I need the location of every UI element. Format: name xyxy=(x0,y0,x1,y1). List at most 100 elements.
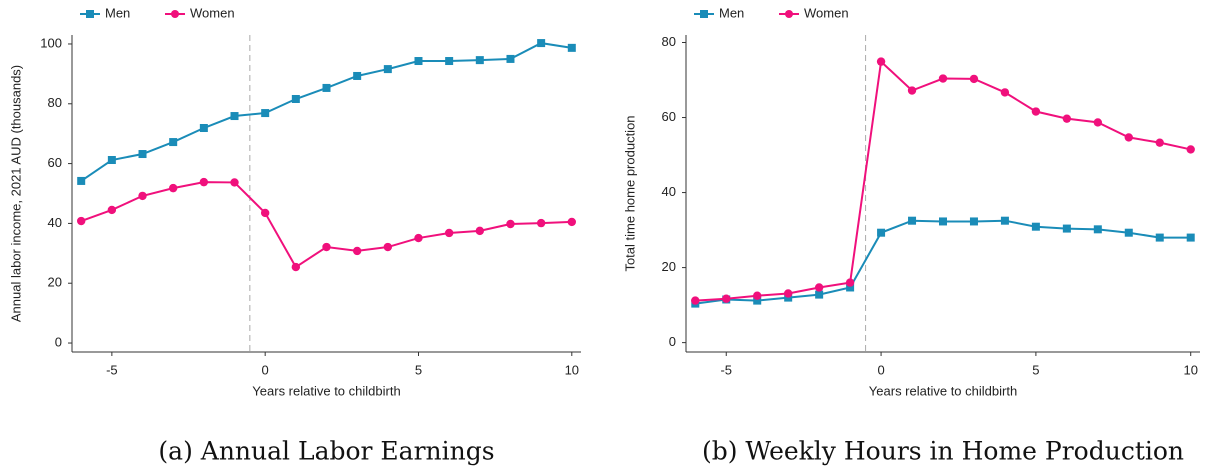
legend-marker xyxy=(171,10,179,18)
point xyxy=(907,86,917,95)
point xyxy=(1062,114,1072,123)
panel: 0 20 40 60 80 -5 0 5 10 Years relative to childbi… xyxy=(622,5,1200,466)
x-axis-label: Years relative to childbirth xyxy=(252,383,400,398)
legend-label: Men xyxy=(105,5,130,20)
point xyxy=(1062,224,1071,233)
y-tick-label: 100 xyxy=(40,35,62,50)
point xyxy=(969,217,978,226)
point xyxy=(1186,145,1195,154)
y-tick-label: 80 xyxy=(48,95,62,110)
series-line xyxy=(80,42,572,182)
point xyxy=(322,83,331,92)
point xyxy=(877,228,886,237)
point xyxy=(815,290,824,299)
point xyxy=(1031,222,1040,231)
point xyxy=(322,242,331,252)
x-tick-label: 5 xyxy=(1032,362,1039,377)
x-tick-label: 5 xyxy=(415,362,422,377)
legend-marker xyxy=(700,10,708,18)
series-line xyxy=(695,59,1191,302)
x-tick-label: 0 xyxy=(877,362,884,377)
point xyxy=(414,233,423,243)
point xyxy=(845,278,855,287)
point xyxy=(1000,88,1010,97)
point xyxy=(414,57,423,66)
point xyxy=(846,283,855,292)
y-tick-label: 60 xyxy=(48,155,62,170)
point xyxy=(445,57,454,66)
panel: 0 20 40 60 80 100 -5 0 5 10 Years relative to chil… xyxy=(8,5,581,466)
point xyxy=(199,177,209,187)
y-tick-label: 60 xyxy=(662,109,676,124)
y-axis-label: Total time home production xyxy=(622,115,637,271)
y-axis-label: Annual labor income, 2021 AUD (thousands… xyxy=(8,65,23,322)
y-tick-label: 40 xyxy=(48,215,62,230)
point xyxy=(1093,118,1103,127)
point xyxy=(107,156,116,165)
point xyxy=(567,217,577,227)
point xyxy=(1000,216,1009,225)
legend-label: Men xyxy=(719,5,744,20)
y-tick-label: 20 xyxy=(48,275,62,290)
point xyxy=(138,191,147,201)
point xyxy=(475,226,485,236)
point xyxy=(969,74,979,84)
point xyxy=(1155,138,1164,147)
point xyxy=(261,109,270,118)
caption: (b) Weekly Hours in Home Production xyxy=(702,437,1184,466)
point xyxy=(908,216,917,225)
point xyxy=(1155,233,1164,242)
point xyxy=(107,205,117,215)
point xyxy=(260,208,270,218)
point xyxy=(536,218,546,228)
point xyxy=(169,138,178,147)
point xyxy=(138,150,147,159)
series-line xyxy=(80,181,572,269)
point xyxy=(1031,107,1041,116)
point xyxy=(353,71,362,80)
point xyxy=(691,296,700,305)
legend-marker xyxy=(785,10,793,18)
x-tick-label: -5 xyxy=(720,362,732,377)
point xyxy=(1186,233,1195,242)
y-tick-label: 0 xyxy=(669,334,676,349)
point xyxy=(939,217,947,226)
point xyxy=(77,176,86,185)
point xyxy=(537,39,546,48)
point xyxy=(567,43,576,52)
point xyxy=(352,246,362,256)
legend-label: Women xyxy=(190,5,235,20)
legend-label: Women xyxy=(804,5,849,20)
y-tick-label: 80 xyxy=(662,34,676,49)
point xyxy=(291,94,300,103)
point xyxy=(444,228,454,238)
x-tick-label: 10 xyxy=(565,362,579,377)
point xyxy=(876,57,886,66)
point xyxy=(783,289,793,298)
series-line xyxy=(695,219,1191,305)
point xyxy=(76,216,86,226)
point xyxy=(475,56,484,65)
y-tick-label: 20 xyxy=(662,259,676,274)
x-axis-label: Years relative to childbirth xyxy=(869,383,1017,398)
point xyxy=(722,294,731,303)
caption: (a) Annual Labor Earnings xyxy=(158,437,494,466)
point xyxy=(1124,133,1133,142)
point xyxy=(506,219,515,229)
point xyxy=(753,291,762,300)
point xyxy=(1093,225,1102,234)
point xyxy=(168,183,178,193)
point xyxy=(814,283,824,292)
x-tick-label: 10 xyxy=(1183,362,1197,377)
point xyxy=(383,242,393,252)
point xyxy=(291,262,301,272)
x-tick-label: -5 xyxy=(106,362,118,377)
point xyxy=(230,178,239,187)
point xyxy=(938,74,948,83)
point xyxy=(1124,228,1133,237)
legend-marker xyxy=(86,10,94,18)
point xyxy=(753,296,762,305)
y-tick-label: 0 xyxy=(55,334,62,349)
x-tick-label: 0 xyxy=(262,362,269,377)
